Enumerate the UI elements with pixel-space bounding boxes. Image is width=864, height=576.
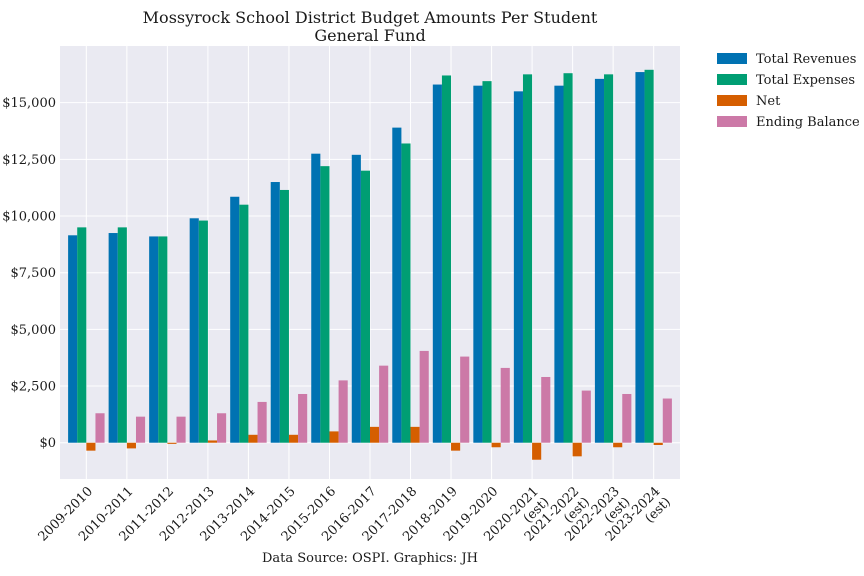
bar-total-revenues [554,85,564,443]
legend-label: Ending Balance [756,115,860,130]
bar-total-revenues [230,196,240,443]
bar-total-revenues [351,154,361,443]
bar-ending-balance [176,416,186,443]
bar-ending-balance [662,398,672,443]
bar-total-expenses [644,69,654,443]
source-note: Data Source: OSPI. Graphics: JH [262,551,478,566]
bars [68,69,672,460]
bar-total-expenses [279,189,289,443]
y-tick-label: $12,500 [2,153,56,168]
y-tick-label: $7,500 [11,266,57,281]
legend-swatch [717,53,747,64]
bar-total-expenses [522,74,533,443]
bar-net [451,442,461,451]
bar-ending-balance [298,393,308,443]
bar-net [491,442,501,448]
bar-ending-balance [95,413,105,443]
bar-total-revenues [189,218,199,443]
bar-ending-balance [500,367,510,443]
legend-label: Net [756,94,781,109]
y-tick-label: $10,000 [2,210,56,225]
y-tick-label: $0 [39,436,56,451]
bar-total-expenses [604,74,614,443]
bar-total-revenues [513,91,523,443]
bar-total-revenues [68,235,78,443]
bar-ending-balance [622,393,632,443]
legend-swatch [717,116,747,127]
bar-total-revenues [392,127,402,443]
bar-ending-balance [379,365,389,443]
bar-net [410,426,420,443]
y-tick-label: $15,000 [2,96,56,111]
bar-total-expenses [563,73,573,443]
legend-swatch [717,74,747,85]
bar-total-expenses [239,204,249,443]
bar-net [288,434,299,443]
bar-net [572,442,582,457]
y-tick-label: $2,500 [11,380,57,395]
bar-net [207,440,218,443]
y-tick-label: $5,000 [11,323,57,338]
legend-label: Total Revenues [756,52,856,67]
legend-swatch [717,95,747,106]
bar-ending-balance [460,356,470,443]
bar-net [370,426,380,443]
bar-total-expenses [117,227,127,443]
bar-net [86,442,96,451]
bar-ending-balance [581,390,591,443]
bar-ending-balance [257,401,267,443]
bar-total-expenses [198,220,208,443]
bar-ending-balance [541,376,551,443]
bar-total-expenses [77,227,87,443]
bar-ending-balance [135,416,146,443]
bar-total-expenses [482,81,492,443]
bar-total-revenues [108,233,118,443]
legend-label: Total Expenses [756,73,855,88]
bar-total-expenses [320,166,330,443]
bar-total-expenses [360,170,370,443]
bar-net [653,442,663,445]
bar-total-revenues [635,72,645,443]
y-tick-labels: $0 $2,500 $5,000 $7,500 $10,000 $12,500 $15,00… [2,96,56,451]
bar-net [248,434,258,443]
bar-net [613,442,623,448]
bar-total-revenues [270,182,280,443]
bar-net [126,442,136,449]
bar-total-expenses [401,143,411,443]
bar-ending-balance [419,350,429,443]
legend: Total Revenues Total Expenses Net Ending Ba… [717,52,860,130]
bar-total-revenues [432,84,442,443]
bar-total-revenues [594,78,605,443]
bar-total-revenues [473,85,483,443]
chart-subtitle: General Fund [314,26,425,45]
bar-net [329,431,339,443]
bar-net [167,442,177,444]
bar-ending-balance [217,413,227,443]
bar-total-revenues [311,153,321,443]
chart-title: Mossyrock School District Budget Amounts… [143,8,598,27]
x-tick-labels: 2009-20102010-20112011-20122012-20132013… [36,484,674,545]
bar-total-expenses [441,75,452,443]
bar-ending-balance [338,380,348,443]
bar-total-revenues [149,236,159,443]
bar-net [532,442,542,460]
bar-total-expenses [158,236,168,443]
